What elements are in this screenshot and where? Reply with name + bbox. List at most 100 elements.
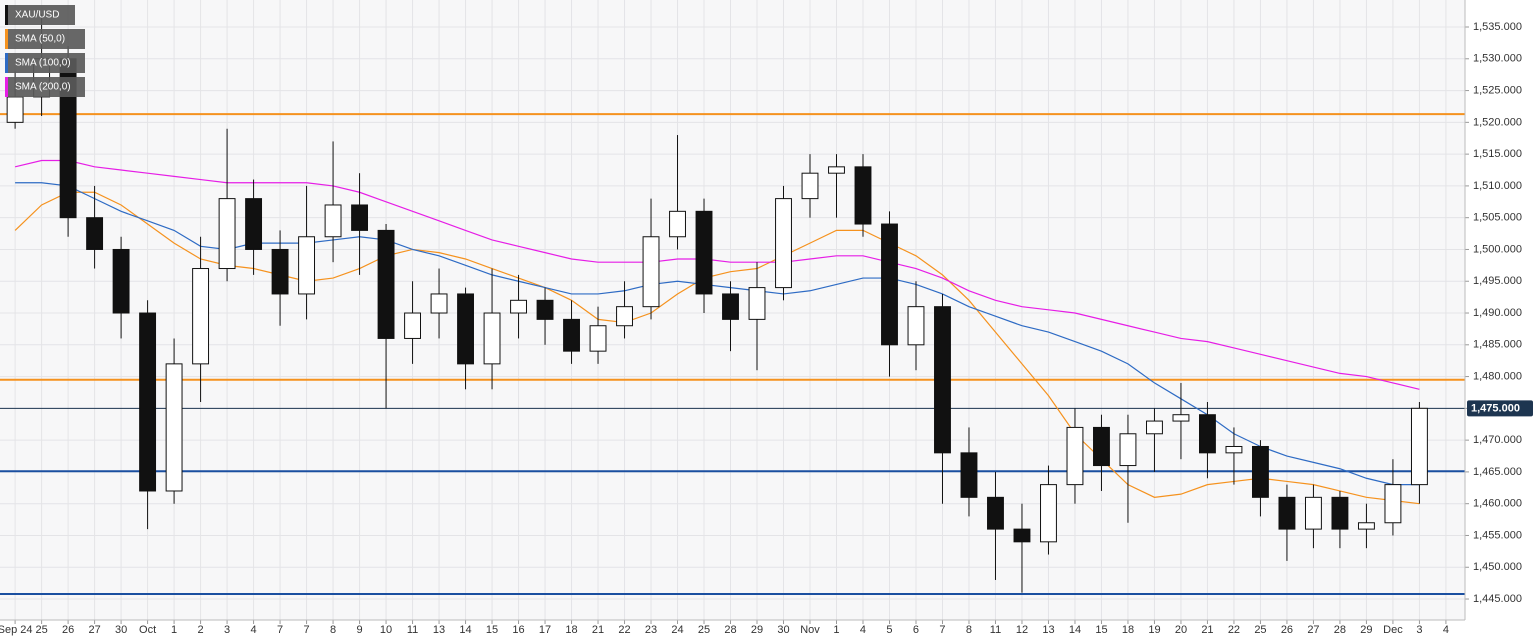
candle-body [589, 325, 607, 352]
candle-body [1172, 414, 1190, 422]
candle-body [351, 204, 369, 231]
candle-body [934, 306, 951, 454]
y-tick-label: 1,525.000 [1473, 84, 1522, 96]
candle-body [112, 248, 130, 314]
legend-swatch [5, 77, 8, 97]
x-tick-label: 25 [35, 624, 47, 636]
x-tick-label: 15 [1095, 624, 1107, 636]
candle-body [828, 166, 845, 174]
x-tick-label: 2 [198, 624, 204, 636]
candle-body [1040, 484, 1057, 543]
x-tick-label: 13 [433, 624, 445, 636]
y-tick-label: 1,460.000 [1473, 498, 1522, 510]
candle-body [218, 198, 236, 270]
x-tick-label: 4 [251, 624, 257, 636]
candle-body [801, 172, 819, 200]
candle-body [1199, 414, 1216, 454]
x-tick-label: 18 [1122, 624, 1134, 636]
y-tick-label: 1,505.000 [1473, 212, 1522, 224]
last-price-tag [1467, 400, 1533, 417]
x-tick-label: 28 [1334, 624, 1346, 636]
y-tick-label: 1,520.000 [1473, 116, 1522, 128]
x-tick-label: 4 [1443, 624, 1449, 636]
x-tick-label: 26 [62, 624, 74, 636]
candle-body [510, 299, 527, 314]
x-tick-label: 14 [1069, 624, 1081, 636]
x-tick-label: 1 [833, 624, 839, 636]
x-tick-label: 17 [539, 624, 551, 636]
y-tick-label: 1,495.000 [1473, 275, 1522, 287]
legend-label: SMA (200,0) [15, 82, 71, 93]
x-tick-label: 12 [1016, 624, 1028, 636]
x-tick-label: 8 [966, 624, 972, 636]
x-tick-label: 1 [171, 624, 177, 636]
candle-body [139, 312, 157, 492]
candle-body [695, 210, 713, 295]
candle-body [1146, 420, 1163, 435]
y-tick-label: 1,480.000 [1473, 370, 1522, 382]
y-tick-label: 1,485.000 [1473, 339, 1522, 351]
candle-body [1119, 433, 1137, 467]
x-tick-label: 26 [1281, 624, 1293, 636]
candle-body [722, 293, 739, 320]
x-tick-label: 14 [459, 624, 471, 636]
candle-body [6, 96, 24, 123]
legend-box [5, 29, 85, 49]
candle-body [1251, 445, 1269, 498]
x-tick-label: 7 [277, 624, 283, 636]
x-tick-label: 8 [330, 624, 336, 636]
x-tick-label: 18 [565, 624, 577, 636]
x-tick-label: 30 [115, 624, 127, 636]
candle-body [960, 452, 978, 498]
candle-body [1410, 407, 1428, 486]
x-tick-label: 5 [886, 624, 892, 636]
x-tick-label: 27 [1307, 624, 1319, 636]
candle-body [1384, 484, 1402, 524]
y-tick-label: 1,445.000 [1473, 593, 1522, 605]
x-tick-label: 27 [88, 624, 100, 636]
x-tick-label: 20 [1175, 624, 1187, 636]
y-tick-label: 1,465.000 [1473, 466, 1522, 478]
y-tick-label: 1,515.000 [1473, 148, 1522, 160]
x-tick-label: 11 [407, 624, 418, 636]
candle-body [748, 287, 766, 320]
candle-body [563, 318, 580, 352]
y-tick-label: 1,500.000 [1473, 243, 1522, 255]
x-tick-label: 15 [486, 624, 498, 636]
candle-body [1066, 426, 1084, 486]
x-tick-label: 21 [592, 624, 604, 636]
x-tick-label: 29 [1360, 624, 1372, 636]
candle-body [271, 248, 289, 295]
x-tick-label: Sep 24 [0, 624, 33, 636]
x-tick-label: Oct [139, 624, 156, 636]
candle-body [987, 496, 1004, 530]
candle-body [669, 210, 686, 238]
x-tick-label: 19 [1148, 624, 1160, 636]
y-tick-label: 1,470.000 [1473, 434, 1522, 446]
sma-line [14, 159, 1420, 390]
x-tick-label: 10 [380, 624, 392, 636]
x-tick-label: 22 [1228, 624, 1240, 636]
legend-label: SMA (100,0) [15, 58, 71, 69]
x-tick-label: 3 [1416, 624, 1422, 636]
x-tick-label: Nov [800, 624, 820, 636]
legend-box [5, 53, 85, 73]
y-tick-label: 1,530.000 [1473, 53, 1522, 65]
x-tick-label: Dec [1383, 624, 1403, 636]
candle-body [1278, 496, 1296, 530]
candle-body [192, 268, 210, 365]
candle-body [1304, 496, 1322, 530]
sma-line [14, 191, 1420, 505]
candle-body [1093, 426, 1110, 467]
x-tick-label: 4 [860, 624, 866, 636]
y-tick-label: 1,510.000 [1473, 180, 1522, 192]
x-tick-label: 22 [618, 624, 630, 636]
y-tick-label: 1,455.000 [1473, 529, 1522, 541]
candle-body [536, 299, 554, 320]
candle-body [298, 236, 316, 295]
x-tick-label: 7 [939, 624, 945, 636]
legend-swatch [5, 5, 8, 25]
legend: XAU/USD SMA (50,0) SMA (100,0) SMA (200,0) [5, 5, 85, 97]
